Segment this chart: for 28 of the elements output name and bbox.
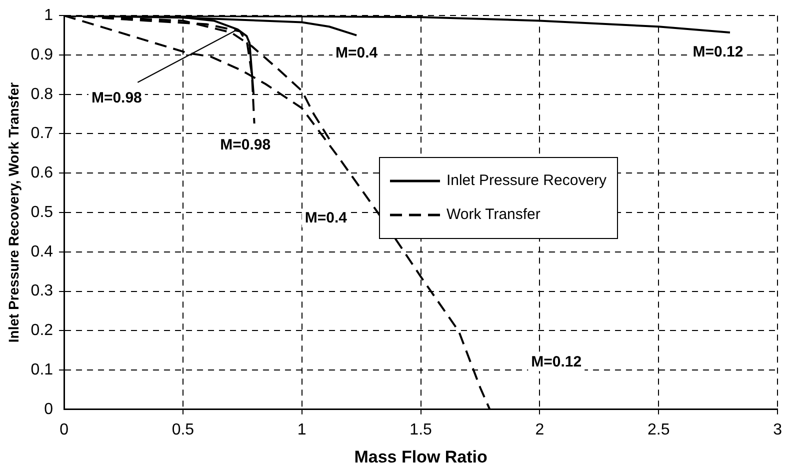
- x-tick-label: 1.5: [410, 421, 432, 438]
- legend-label: Work Transfer: [446, 206, 540, 223]
- x-tick-label: 1: [297, 421, 306, 438]
- x-tick-label: 2: [535, 421, 544, 438]
- annotation: M=0.4: [336, 44, 378, 62]
- x-tick-label: 0.5: [172, 421, 194, 438]
- x-tick-label: 2.5: [648, 421, 670, 438]
- y-tick-label: 0.7: [30, 125, 54, 142]
- x-tick-label: 3: [773, 421, 782, 438]
- y-tick-label: 0.9: [30, 46, 54, 64]
- annotation: M=0.12: [531, 353, 582, 370]
- y-tick-label: 1: [44, 7, 54, 24]
- legend-label: Inlet Pressure Recovery: [446, 172, 607, 189]
- annotation: M=0.98: [91, 90, 142, 107]
- y-axis-title: Inlet Pressure Recovery, Work Transfer: [5, 82, 22, 343]
- y-tick-label: 0.3: [30, 282, 54, 300]
- y-tick-label: 0.2: [30, 322, 54, 340]
- y-tick-label: 0.8: [30, 86, 54, 103]
- annotation: M=0.12: [692, 44, 744, 61]
- x-axis-title: Mass Flow Ratio: [354, 447, 488, 466]
- y-tick-label: 0: [44, 400, 54, 418]
- annotation: M=0.4: [304, 210, 348, 227]
- annotation: M=0.98: [220, 136, 271, 154]
- y-tick-label: 0.6: [30, 164, 54, 182]
- y-tick-label: 0.1: [30, 361, 54, 378]
- x-tick-label: 0: [60, 421, 69, 438]
- y-tick-label: 0.4: [30, 243, 54, 260]
- y-tick-label: 0.5: [30, 204, 54, 221]
